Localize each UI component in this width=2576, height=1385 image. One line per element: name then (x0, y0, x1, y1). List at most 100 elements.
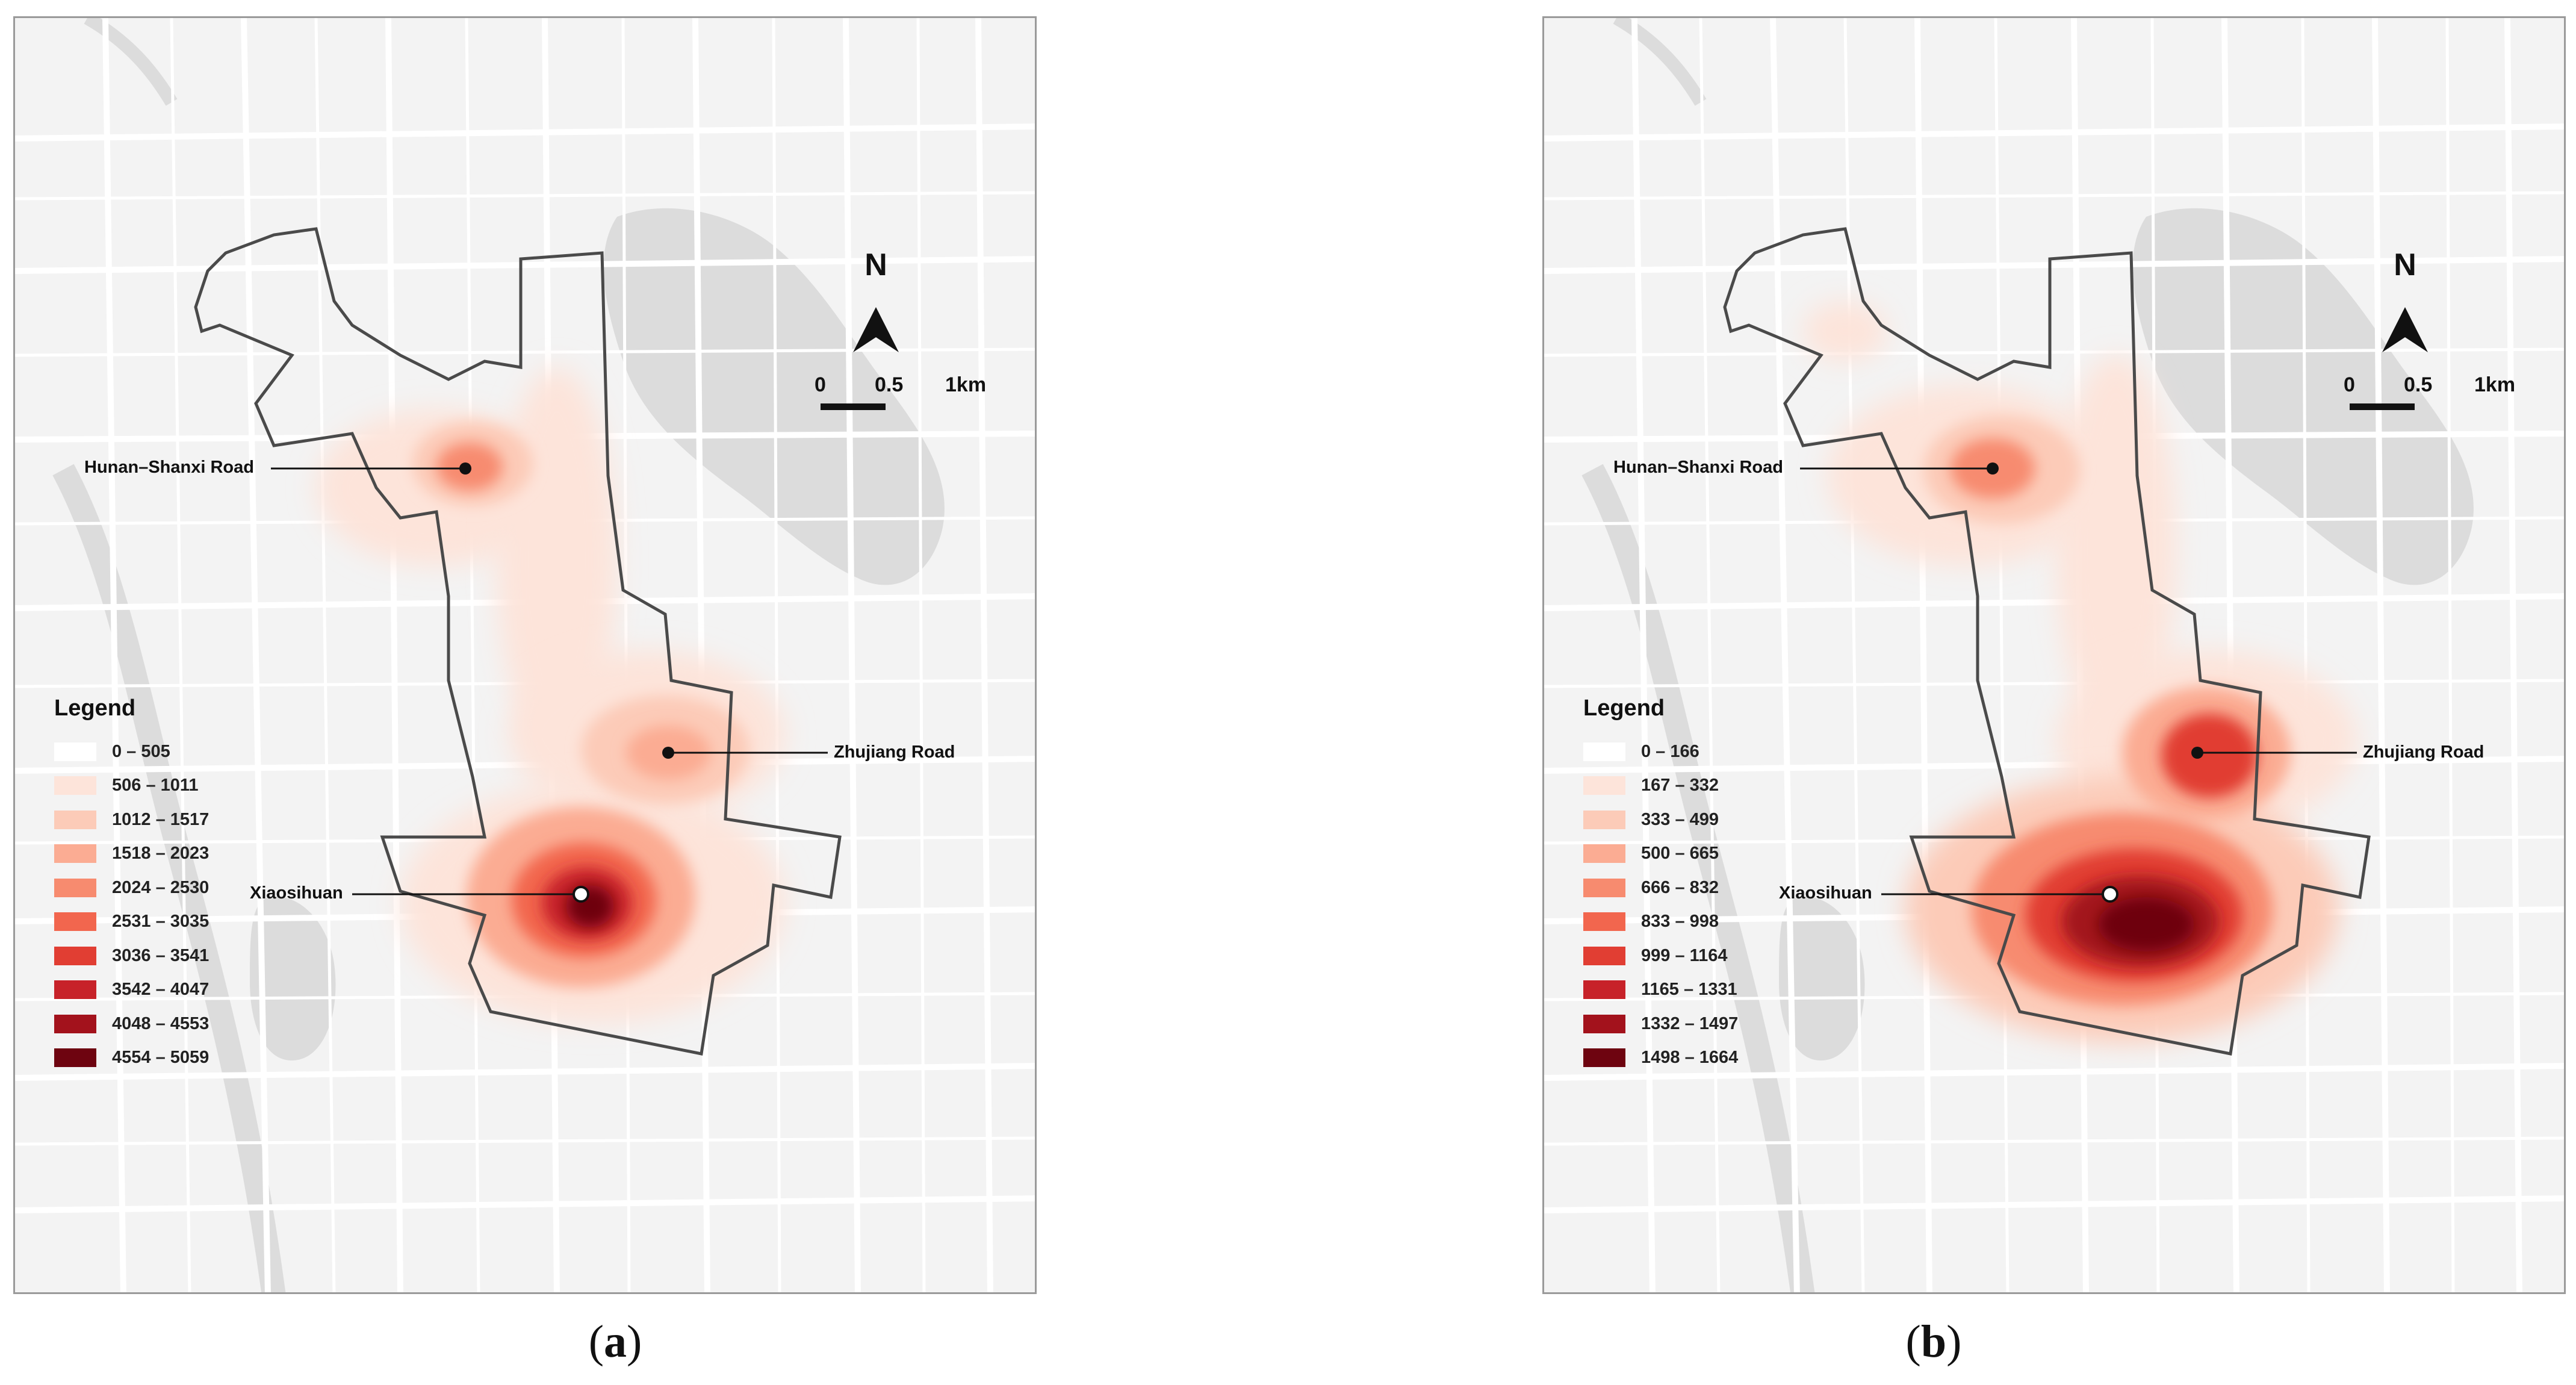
legend-swatch (54, 1014, 96, 1033)
legend-label: 1498 – 1664 (1641, 1048, 1739, 1068)
study-area-boundary (194, 227, 842, 1056)
legend-swatch (1583, 776, 1625, 795)
legend-swatch (1583, 1014, 1625, 1033)
legend-swatch (54, 810, 96, 829)
legend-swatch (1583, 878, 1625, 897)
caption-b-letter: b (1920, 1316, 1947, 1367)
scale-bar: 0 0.5 1km (798, 373, 1002, 428)
legend-item: 833 – 998 (1583, 905, 1836, 939)
river-top (84, 18, 178, 106)
point-zhujiang (2191, 747, 2203, 759)
lake-area (250, 896, 336, 1061)
north-arrow-icon (2382, 307, 2428, 352)
legend-item: 1518 – 2023 (54, 837, 307, 871)
legend-item: 4554 – 5059 (54, 1041, 307, 1075)
legend-item: 2531 – 3035 (54, 905, 307, 939)
legend-swatch (1583, 946, 1625, 965)
point-hunan-shanxi (459, 462, 471, 475)
legend-item: 167 – 332 (1583, 769, 1836, 803)
study-area-boundary (1723, 227, 2371, 1056)
legend-label: 2531 – 3035 (112, 912, 209, 932)
north-label: N (864, 247, 887, 282)
map-panel-a: Hunan–Shanxi Road Zhujiang Road Xiaosihu… (13, 16, 1037, 1294)
scale-bar: 0 0.5 1km (2327, 373, 2531, 428)
legend-label: 0 – 505 (112, 741, 170, 761)
scale-zero: 0 (815, 373, 826, 396)
caption-a-letter: a (604, 1316, 627, 1367)
leader-lines (1800, 467, 2357, 895)
legend-item: 3542 – 4047 (54, 973, 307, 1007)
road-network (15, 18, 1035, 1292)
legend-swatch (1583, 1048, 1625, 1068)
scale-half: 0.5 (2404, 373, 2433, 396)
legend-swatch (54, 776, 96, 795)
scale-full: 1km (2474, 373, 2516, 396)
lake-area (1779, 896, 1865, 1061)
point-xiaosihuan (573, 886, 589, 903)
legend-label: 167 – 332 (1641, 776, 1719, 795)
legend-label: 833 – 998 (1641, 912, 1719, 932)
legend-label: 999 – 1164 (1641, 945, 1728, 965)
legend-label: 1012 – 1517 (112, 809, 209, 829)
legend-item: 2024 – 2530 (54, 871, 307, 905)
label-hunan-shanxi: Hunan–Shanxi Road (84, 458, 254, 477)
label-hunan-shanxi: Hunan–Shanxi Road (1613, 458, 1783, 477)
north-arrow-icon (853, 307, 899, 352)
caption-b: (b) (1905, 1316, 1962, 1367)
minor-roads (15, 18, 1035, 1292)
legend-item: 999 – 1164 (1583, 939, 1836, 973)
legend-item: 1498 – 1664 (1583, 1041, 1836, 1075)
north-label: N (2394, 247, 2416, 282)
leader-lines (271, 467, 828, 895)
legend-label: 1332 – 1497 (1641, 1013, 1739, 1033)
legend-swatch (54, 1048, 96, 1068)
river-river (1581, 464, 1815, 1292)
point-hunan-shanxi (1987, 462, 1999, 475)
legend-swatch (54, 980, 96, 1000)
north-arrow: N (846, 247, 906, 283)
label-xiaosihuan: Xiaosihuan (1779, 883, 1872, 903)
legend-item: 1332 – 1497 (1583, 1007, 1836, 1041)
label-xiaosihuan: Xiaosihuan (250, 883, 343, 903)
legend-item: 0 – 166 (1583, 735, 1836, 769)
label-zhujiang: Zhujiang Road (834, 742, 955, 762)
legend-item: 1012 – 1517 (54, 803, 307, 837)
river-river (52, 464, 286, 1292)
legend-swatch (1583, 844, 1625, 864)
legend-item: 0 – 505 (54, 735, 307, 769)
legend-label: 0 – 166 (1641, 741, 1699, 761)
label-zhujiang: Zhujiang Road (2363, 742, 2484, 762)
caption-a: (a) (588, 1316, 642, 1367)
legend-swatch (54, 878, 96, 897)
legend-label: 666 – 832 (1641, 877, 1719, 897)
map-b-canvas (1544, 18, 2564, 1292)
legend-label: 4048 – 4553 (112, 1013, 209, 1033)
scale-zero: 0 (2344, 373, 2355, 396)
legend-label: 4554 – 5059 (112, 1048, 209, 1068)
legend-title: Legend (54, 696, 136, 721)
legend-item: 1165 – 1331 (1583, 973, 1836, 1007)
legend-label: 2024 – 2530 (112, 877, 209, 897)
legend-label: 3036 – 3541 (112, 945, 209, 965)
scale-full: 1km (945, 373, 987, 396)
legend-item: 3036 – 3541 (54, 939, 307, 973)
map-panel-b: Hunan–Shanxi Road Zhujiang Road Xiaosihu… (1542, 16, 2566, 1294)
legend-swatch (54, 946, 96, 965)
legend-label: 1518 – 2023 (112, 844, 209, 864)
legend: Legend 0 – 505 506 – 1011 1012 – 1517 1518 … (54, 696, 307, 1075)
scale-line (821, 403, 886, 410)
legend-label: 333 – 499 (1641, 809, 1719, 829)
legend-label: 3542 – 4047 (112, 980, 209, 1000)
scale-line (2350, 403, 2415, 410)
scale-half: 0.5 (875, 373, 904, 396)
map-a-canvas (15, 18, 1035, 1292)
legend-swatch (1583, 980, 1625, 1000)
north-arrow: N (2375, 247, 2435, 283)
legend-item: 500 – 665 (1583, 837, 1836, 871)
legend-swatch (1583, 810, 1625, 829)
road-network (1544, 18, 2564, 1292)
legend-swatch (1583, 912, 1625, 932)
legend-swatch (54, 844, 96, 864)
point-xiaosihuan (2102, 886, 2118, 903)
river-top (1613, 18, 1707, 106)
